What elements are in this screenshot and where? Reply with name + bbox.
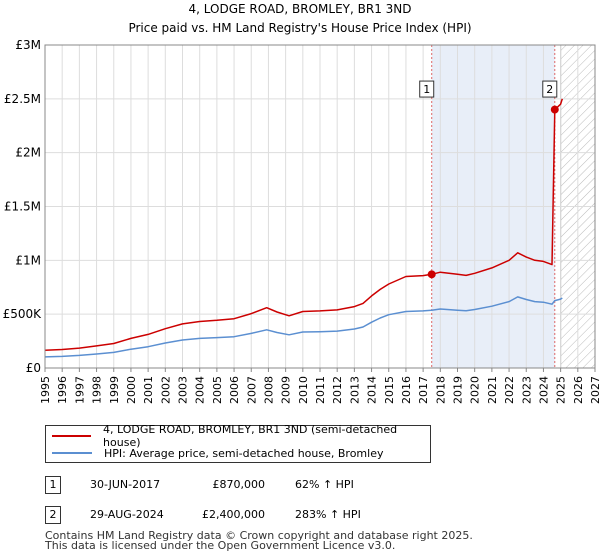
x-tick-label: 2007: [245, 376, 258, 404]
x-tick-label: 1999: [108, 376, 121, 404]
x-tick-label: 2027: [589, 376, 600, 404]
chart-title: 4, LODGE ROAD, BROMLEY, BR1 3ND: [188, 2, 411, 16]
footer-attribution: Contains HM Land Registry data © Crown c…: [45, 529, 473, 552]
legend: 4, LODGE ROAD, BROMLEY, BR1 3ND (semi-de…: [45, 423, 431, 463]
y-tick-label: £2.5M: [4, 92, 41, 106]
transaction-1-label-box: [419, 80, 435, 98]
transaction-number: 1: [45, 476, 61, 494]
legend-swatch-property: [52, 435, 92, 437]
transaction-1-point: [427, 270, 436, 279]
x-tick-label: 2024: [537, 376, 550, 404]
transaction-price: £2,400,000: [202, 508, 265, 521]
legend-label-hpi: HPI: Average price, semi-detached house,…: [104, 446, 384, 460]
x-tick-label: 2011: [314, 376, 327, 404]
y-tick-label: £1.5M: [4, 200, 41, 214]
x-tick-label: 2001: [142, 376, 155, 404]
x-tick-label: 2017: [417, 376, 430, 404]
x-tick-label: 2009: [280, 376, 293, 404]
x-tick-label: 2022: [503, 376, 516, 404]
x-tick-label: 2000: [125, 376, 138, 404]
y-tick-label: £0: [26, 361, 41, 375]
transaction-1-label: 1: [423, 83, 430, 96]
transaction-number: 2: [45, 506, 61, 524]
x-tick-label: 2008: [262, 376, 275, 404]
x-tick-label: 2016: [400, 376, 413, 404]
x-tick-label: 2002: [159, 376, 172, 404]
x-tick-label: 2015: [383, 376, 396, 404]
x-tick-label: 1996: [56, 376, 69, 404]
series-line-property: [44, 98, 564, 351]
x-tick-label: 2004: [194, 376, 207, 404]
x-tick-label: 2019: [452, 376, 465, 404]
x-tick-label: 1998: [91, 376, 104, 404]
x-tick-label: 2010: [297, 376, 310, 404]
transaction-2-point: [550, 105, 559, 114]
x-tick-label: 2005: [211, 376, 224, 404]
transaction-hpi-change: 283% ↑ HPI: [295, 508, 361, 521]
transaction-date: 29-AUG-2024: [90, 508, 164, 521]
footer-line-2: This data is licensed under the Open Gov…: [45, 539, 396, 552]
x-tick-label: 2014: [366, 376, 379, 404]
legend-label-property: 4, LODGE ROAD, BROMLEY, BR1 3ND (semi-de…: [103, 423, 398, 449]
y-tick-label: £1M: [15, 253, 41, 267]
footer-line-1: Contains HM Land Registry data © Crown c…: [45, 529, 473, 542]
legend-item-property: 4, LODGE ROAD, BROMLEY, BR1 3ND (semi-de…: [52, 423, 430, 449]
x-tick-label: 2013: [348, 376, 361, 404]
price-chart: 4, LODGE ROAD, BROMLEY, BR1 3ND Price pa…: [3, 2, 600, 404]
transaction-date: 30-JUN-2017: [90, 478, 161, 491]
legend-item-hpi: HPI: Average price, semi-detached house,…: [52, 445, 383, 461]
x-tick-label: 2020: [469, 376, 482, 404]
transaction-2-label: 2: [546, 83, 553, 96]
transaction-price: £870,000: [212, 478, 266, 491]
y-tick-label: £2M: [15, 146, 41, 160]
transaction-hpi-change: 62% ↑ HPI: [295, 478, 354, 491]
x-tick-label: 2026: [572, 376, 585, 404]
x-tick-label: 2025: [555, 376, 568, 404]
series-line-hpi: [44, 296, 563, 358]
transaction-2-label-box: [542, 80, 558, 98]
x-tick-label: 1997: [73, 376, 86, 404]
x-tick-label: 2023: [520, 376, 533, 404]
y-tick-label: £500K: [3, 307, 43, 321]
x-tick-label: 2021: [486, 376, 499, 404]
x-tick-label: 2012: [331, 376, 344, 404]
chart-subtitle: Price paid vs. HM Land Registry's House …: [128, 21, 471, 35]
x-tick-label: 2003: [177, 376, 190, 404]
x-tick-label: 2018: [434, 376, 447, 404]
x-tick-label: 1995: [39, 376, 52, 404]
legend-swatch-hpi: [52, 452, 92, 454]
y-tick-label: £3M: [15, 38, 41, 52]
x-tick-label: 2006: [228, 376, 241, 404]
